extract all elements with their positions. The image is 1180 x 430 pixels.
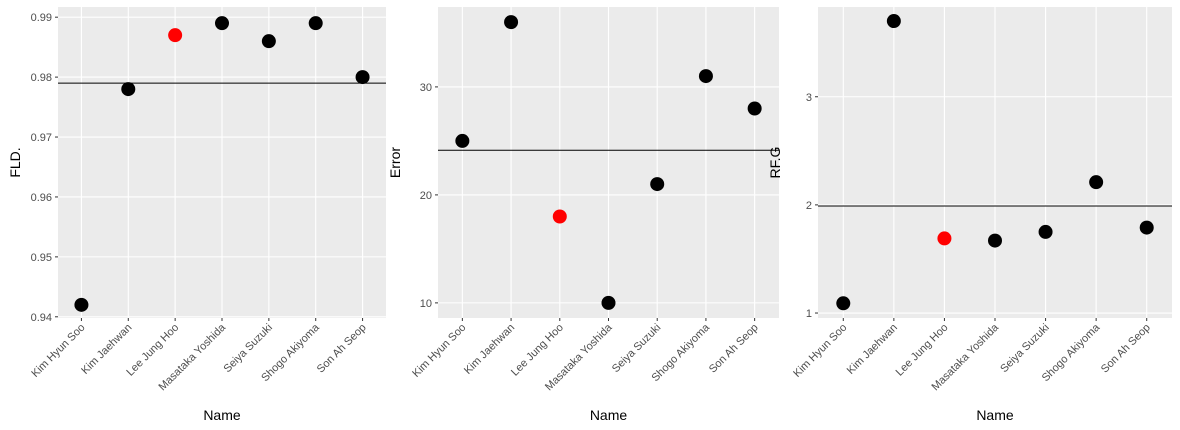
point — [1139, 220, 1154, 235]
x-axis-label: Name — [203, 407, 241, 423]
x-tick-label: Son Ah Seop — [1099, 322, 1153, 376]
y-tick-label: 10 — [420, 298, 432, 310]
y-tick-label: 0.98 — [31, 72, 52, 84]
x-tick-label: Lee Jung Hoo — [894, 322, 951, 379]
point — [121, 82, 136, 97]
point — [355, 70, 370, 85]
point — [261, 34, 276, 49]
y-tick-label: 3 — [806, 92, 812, 104]
point — [937, 231, 952, 246]
point — [308, 16, 323, 31]
x-tick-label: Kim Jaehwan — [462, 322, 517, 377]
point — [1038, 224, 1053, 239]
x-tick-label: Kim Jaehwan — [845, 322, 900, 377]
point — [215, 16, 229, 31]
y-tick-label: 0.99 — [31, 12, 52, 24]
y-tick-label: 0.95 — [31, 252, 52, 264]
x-tick-label: Seiya Suzuki — [610, 322, 663, 375]
x-axis-label: Name — [976, 407, 1014, 423]
y-axis-label: Error — [387, 147, 403, 178]
y-tick-label: 0.96 — [31, 192, 52, 204]
point — [886, 14, 901, 29]
point — [1089, 175, 1104, 190]
y-tick-label: 1 — [806, 308, 812, 320]
y-tick-label: 30 — [420, 82, 432, 94]
point — [74, 297, 89, 312]
x-tick-label: Kim Hyun Soo — [791, 322, 849, 380]
y-tick-label: 20 — [420, 190, 432, 202]
x-tick-label: Kim Hyun Soo — [410, 322, 468, 380]
x-tick-label: Son Ah Seop — [707, 322, 761, 376]
x-tick-label: Seiya Suzuki — [998, 322, 1051, 375]
point — [504, 15, 519, 30]
point — [836, 296, 851, 311]
point — [552, 209, 567, 224]
x-axis-label: Name — [590, 407, 628, 423]
y-tick-label: 0.97 — [31, 132, 52, 144]
point — [650, 177, 665, 192]
point — [747, 101, 762, 116]
point — [168, 28, 183, 43]
point — [988, 233, 1002, 248]
x-tick-label: Kim Hyun Soo — [29, 322, 87, 380]
y-axis-label: RF.G — [767, 147, 783, 179]
y-axis-label: FLD. — [7, 147, 23, 177]
point — [601, 295, 616, 310]
y-tick-label: 0.94 — [31, 312, 52, 324]
point — [698, 69, 713, 84]
x-tick-label: Son Ah Seop — [315, 322, 369, 376]
point — [455, 133, 470, 148]
y-tick-label: 2 — [806, 200, 812, 212]
